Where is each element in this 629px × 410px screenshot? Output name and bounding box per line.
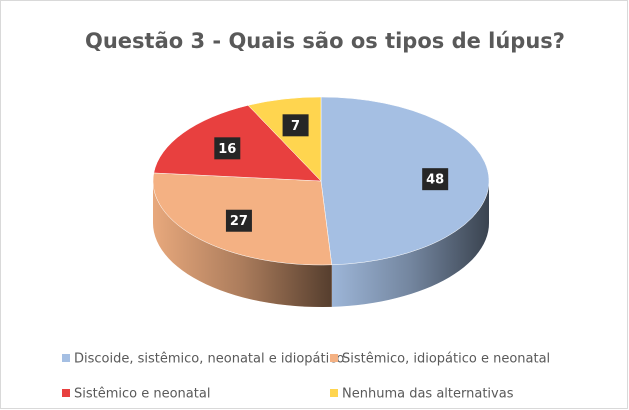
legend-swatch [62, 389, 70, 397]
data-label-box [214, 137, 241, 160]
slice-side-shade [331, 181, 489, 307]
legend-swatch [330, 389, 338, 397]
data-label: 7 [291, 119, 300, 134]
legend-label: Sistêmico, idiopático e neonatal [342, 352, 550, 367]
legend-label: Nenhuma das alternativas [342, 387, 514, 402]
chart-title: Questão 3 - Quais são os tipos de lúpus? [85, 29, 565, 53]
data-label-box [282, 114, 309, 137]
data-label: 16 [218, 142, 236, 157]
legend-label: Sistêmico e neonatal [74, 387, 210, 402]
data-label: 48 [426, 173, 444, 188]
data-label-box [225, 209, 252, 232]
slice [320, 96, 490, 266]
legend-swatch [62, 354, 70, 362]
data-label-box [422, 168, 449, 191]
legend-swatch [330, 354, 338, 362]
data-label: 27 [230, 214, 248, 229]
slice-side-shade [153, 181, 332, 307]
legend-label: Discoide, sistêmico, neonatal e idiopáti… [74, 352, 344, 367]
